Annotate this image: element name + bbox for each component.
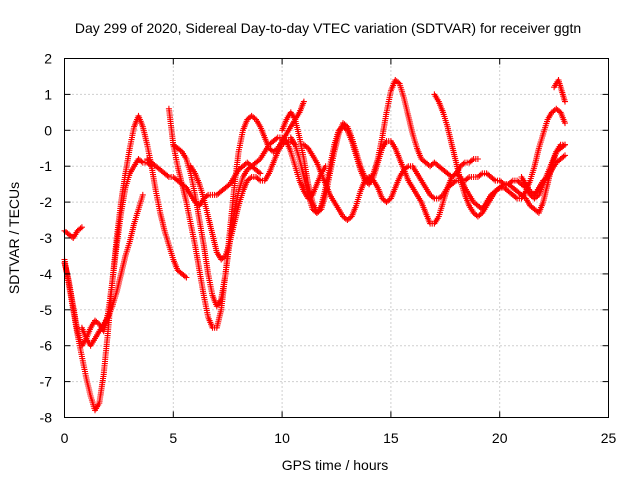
axis-ticks: 0 5 10 15 20 25 -8 -7 -6 -5 -4 -3 -2 -1 0 1 2 [40, 51, 617, 447]
y-tick-label: -1 [40, 158, 53, 174]
plus-markers [78, 191, 146, 349]
y-tick-label: -4 [40, 266, 53, 282]
y-tick-label: 2 [44, 51, 52, 67]
x-axis-label: GPS time / hours [282, 457, 389, 473]
y-tick-label: -5 [40, 302, 53, 318]
plus-markers [187, 138, 299, 263]
series-arc14 [518, 152, 568, 198]
chart-title: Day 299 of 2020, Sidereal Day-to-day VTE… [75, 20, 581, 36]
y-tick-label: -8 [40, 410, 53, 426]
x-tick-label: 10 [274, 430, 290, 446]
y-tick-label: -3 [40, 230, 53, 246]
plus-markers [287, 123, 568, 227]
plus-markers [551, 77, 568, 105]
y-tick-label: 1 [44, 86, 52, 102]
x-tick-label: 15 [383, 430, 399, 446]
grid [64, 58, 609, 418]
plus-markers [518, 152, 568, 198]
plus-markers [61, 112, 190, 414]
series-arc7 [144, 156, 264, 209]
series-arc13 [551, 77, 568, 105]
x-tick-label: 20 [492, 430, 508, 446]
series-arc1 [61, 112, 190, 414]
x-tick-label: 25 [601, 430, 617, 446]
y-tick-label: -7 [40, 374, 53, 390]
y-tick-label: -6 [40, 338, 53, 354]
y-axis-label: SDTVAR / TECUs [6, 182, 22, 294]
x-tick-label: 0 [61, 430, 69, 446]
x-tick-label: 5 [169, 430, 177, 446]
series-arc4 [78, 191, 146, 349]
y-tick-label: -2 [40, 194, 53, 210]
series-arc8 [187, 138, 299, 263]
data-series [61, 77, 568, 414]
y-tick-label: 0 [44, 122, 52, 138]
plus-markers [144, 156, 264, 209]
series-arc10 [287, 123, 568, 227]
